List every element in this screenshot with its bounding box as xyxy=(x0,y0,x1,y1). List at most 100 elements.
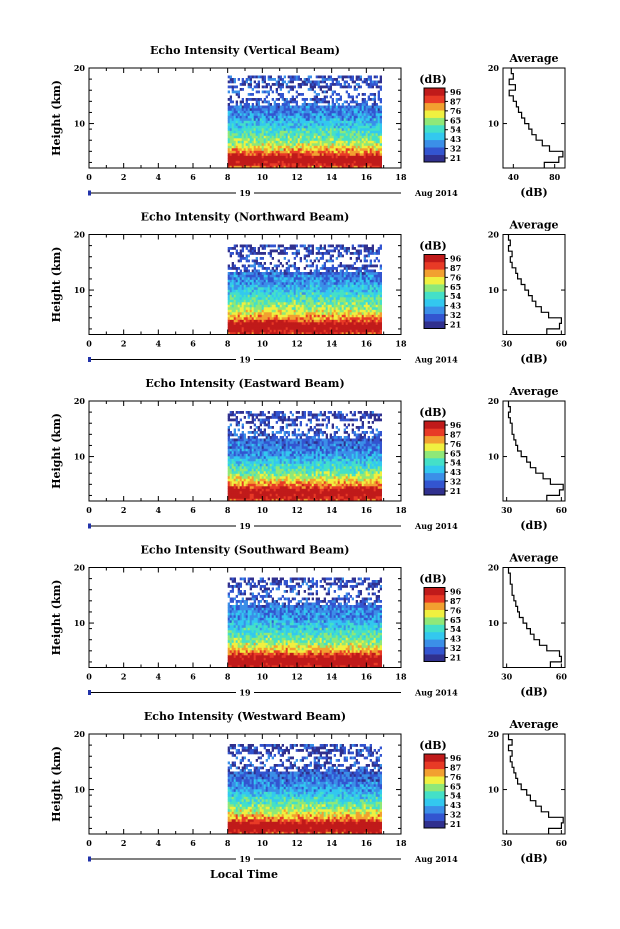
heatmap-cell xyxy=(359,128,362,131)
heatmap-cell xyxy=(227,493,230,497)
heatmap-cell xyxy=(325,302,328,305)
heatmap-cell xyxy=(341,155,344,159)
heatmap-cell xyxy=(237,105,240,109)
heatmap-cell xyxy=(257,312,260,315)
heatmap-cell xyxy=(249,160,252,164)
heatmap-cell xyxy=(281,279,284,283)
heatmap-cell xyxy=(313,332,316,335)
heatmap-cell xyxy=(243,299,246,303)
heatmap-cell xyxy=(273,123,276,126)
heatmap-cell xyxy=(263,324,266,328)
heatmap-cell xyxy=(303,150,306,154)
heatmap-cell xyxy=(347,274,350,278)
heatmap-cell xyxy=(275,143,278,146)
heatmap-cell xyxy=(297,118,300,121)
heatmap-cell xyxy=(285,282,288,285)
heatmap-cell xyxy=(335,160,338,164)
heatmap-cell xyxy=(377,95,380,99)
heatmap-cell xyxy=(367,75,370,79)
heatmap-cell xyxy=(247,269,250,273)
heatmap-cell xyxy=(329,309,332,313)
heatmap-cell xyxy=(325,274,328,278)
heatmap-cell xyxy=(263,153,266,156)
heatmap-cell xyxy=(313,272,316,275)
heatmap-cell xyxy=(323,302,326,305)
heatmap-cell xyxy=(245,292,248,295)
heatmap-cell xyxy=(323,282,326,285)
heatmap-cell xyxy=(379,155,382,159)
heatmap-cell xyxy=(313,317,316,320)
heatmap-cell xyxy=(331,160,334,164)
heatmap-cell xyxy=(321,252,324,255)
heatmap-cell xyxy=(347,279,350,283)
heatmap-cell xyxy=(363,324,366,328)
heatmap-cell xyxy=(245,279,248,283)
heatmap-cell xyxy=(295,289,298,293)
heatmap-cell xyxy=(279,75,282,79)
heatmap-cell xyxy=(353,294,356,298)
heatmap-cell xyxy=(351,100,354,104)
heatmap-cell xyxy=(243,110,246,114)
heatmap-cell xyxy=(313,113,316,116)
heatmap-cell xyxy=(231,100,234,104)
heatmap-cell xyxy=(277,103,280,106)
heatmap-cell xyxy=(259,128,262,131)
heatmap-cell xyxy=(255,148,258,151)
heatmap-cell xyxy=(243,257,246,260)
colorbar-tick-label: 54 xyxy=(450,125,462,135)
heatmap-cell xyxy=(283,155,286,159)
heatmap-cell xyxy=(367,110,370,114)
heatmap-cell xyxy=(355,307,358,310)
heatmap-cell xyxy=(339,123,342,126)
heatmap-cell xyxy=(273,327,276,330)
heatmap-cell xyxy=(283,324,286,328)
heatmap-cell xyxy=(359,307,362,310)
heatmap-cell xyxy=(267,93,270,96)
heatmap-cell xyxy=(253,130,256,134)
heatmap-cell xyxy=(255,304,258,308)
heatmap-cell xyxy=(253,155,256,159)
heatmap-cell xyxy=(249,287,252,290)
heatmap-cell xyxy=(261,302,264,305)
heatmap-cell xyxy=(373,282,376,285)
heatmap-cell xyxy=(265,105,268,109)
heatmap-cell xyxy=(295,118,298,121)
heatmap-cell xyxy=(249,327,252,330)
heatmap-cell xyxy=(263,165,266,169)
heatmap-cell xyxy=(257,329,260,333)
heatmap-cell xyxy=(239,309,242,313)
heatmap-cell xyxy=(303,319,306,323)
heatmap-cell xyxy=(367,130,370,134)
heatmap-cell xyxy=(227,292,230,295)
heatmap-cell xyxy=(367,143,370,146)
heatmap-cell xyxy=(257,110,260,114)
heatmap-cell xyxy=(291,113,294,116)
heatmap-cell xyxy=(319,108,322,111)
heatmap-cell xyxy=(377,163,380,166)
heatmap-cell xyxy=(289,143,292,146)
heatmap-cell xyxy=(349,267,352,270)
heatmap-cell xyxy=(295,314,298,318)
heatmap-cell xyxy=(251,150,254,154)
heatmap-cell xyxy=(339,128,342,131)
heatmap-cell xyxy=(371,297,374,300)
heatmap-cell xyxy=(337,118,340,121)
heatmap-cell xyxy=(337,155,340,159)
heatmap-cell xyxy=(331,78,334,81)
heatmap-cell xyxy=(355,329,358,333)
heatmap-cell xyxy=(355,269,358,273)
heatmap-cell xyxy=(277,110,280,114)
heatmap-cell xyxy=(335,332,338,335)
heatmap-cell xyxy=(247,287,250,290)
heatmap-cell xyxy=(351,264,354,268)
heatmap-cell xyxy=(329,163,332,166)
heatmap-cell xyxy=(237,165,240,169)
heatmap-cell xyxy=(303,120,306,124)
heatmap-cell xyxy=(287,259,290,263)
heatmap-cell xyxy=(311,277,314,280)
heatmap-cell xyxy=(367,125,370,129)
heatmap-cell xyxy=(283,100,286,104)
heatmap-cell xyxy=(253,148,256,151)
heatmap-cell xyxy=(371,135,374,139)
heatmap-cell xyxy=(277,244,280,248)
